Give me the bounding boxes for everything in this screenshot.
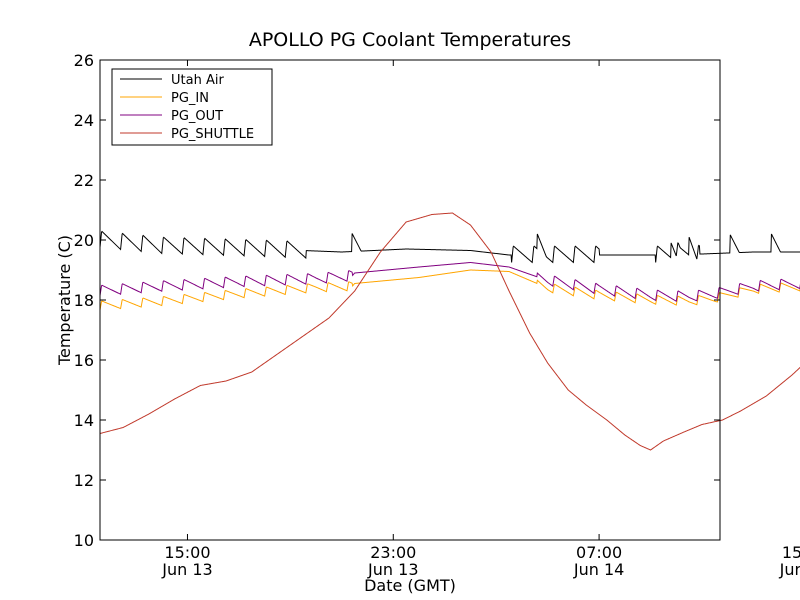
chart-title: APOLLO PG Coolant Temperatures <box>249 29 571 51</box>
legend-label: PG_SHUTTLE <box>171 127 254 142</box>
series-line-pg-out <box>99 261 800 303</box>
x-tick-label-time: 15:00 <box>782 543 800 562</box>
legend-label: Utah Air <box>171 73 224 88</box>
series-line-pg-shuttle <box>99 212 800 451</box>
y-tick-label: 10 <box>74 531 94 550</box>
x-tick-label-time: 15:00 <box>164 543 210 562</box>
y-axis-label: Temperature (C) <box>55 235 74 366</box>
y-tick-label: 16 <box>74 351 94 370</box>
x-tick-label-time: 07:00 <box>576 543 622 562</box>
x-tick-label-time: 23:00 <box>370 543 416 562</box>
legend-label: PG_IN <box>171 91 209 106</box>
series-layer <box>99 212 800 451</box>
y-tick-label: 20 <box>74 231 94 250</box>
x-tick-label-date: Jun 14 <box>779 560 800 579</box>
x-tick-label-date: Jun 13 <box>161 560 212 579</box>
series-line-pg-in <box>99 269 800 311</box>
x-tick-label-date: Jun 14 <box>573 560 624 579</box>
series-line-utah-air <box>99 230 800 264</box>
legend-label: PG_OUT <box>171 109 223 124</box>
y-tick-label: 18 <box>74 291 94 310</box>
y-tick-label: 12 <box>74 471 94 490</box>
legend: Utah Air PG_IN PG_OUT PG_SHUTTLE <box>111 68 273 146</box>
x-axis-label: Date (GMT) <box>364 576 456 595</box>
y-tick-label: 26 <box>74 51 94 70</box>
y-tick-label: 24 <box>74 111 94 130</box>
y-tick-label: 14 <box>74 411 94 430</box>
legend-box <box>111 68 273 146</box>
y-tick-label: 22 <box>74 171 94 190</box>
x-tick-label-date: Jun 13 <box>367 560 418 579</box>
